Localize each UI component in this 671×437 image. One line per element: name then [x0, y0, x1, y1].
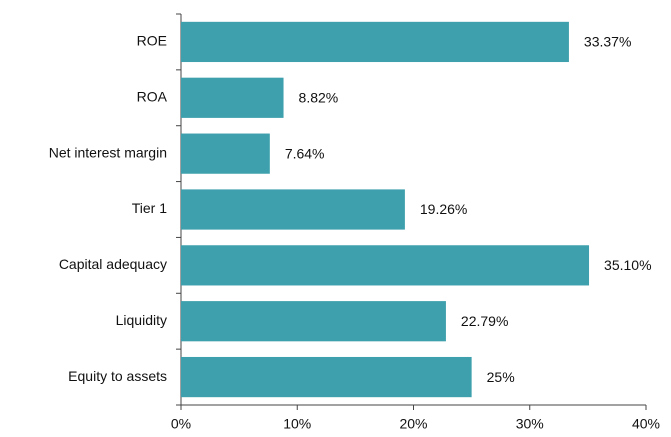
data-label: 7.64% [285, 145, 325, 161]
y-tick-label: Liquidity [116, 312, 167, 328]
bar [181, 21, 569, 63]
y-tick-label: Tier 1 [132, 200, 167, 216]
data-label: 19.26% [420, 201, 467, 217]
data-label: 25% [487, 369, 515, 385]
x-tick-label: 20% [399, 416, 427, 432]
bar [181, 356, 472, 398]
y-tick-label: Capital adequacy [59, 256, 167, 272]
data-label: 33.37% [584, 34, 631, 50]
bar [181, 133, 270, 174]
y-tick-label: ROE [137, 33, 167, 49]
y-tick-label: ROA [137, 88, 168, 104]
x-tick-label: 10% [283, 416, 311, 432]
data-label: 8.82% [299, 89, 339, 105]
x-tick-label: 0% [171, 416, 191, 432]
x-tick-label: 40% [632, 416, 660, 432]
bar [181, 77, 284, 118]
y-tick-label: Net interest margin [49, 144, 167, 160]
data-label: 22.79% [461, 313, 508, 329]
bar [181, 245, 590, 286]
data-label: 35.10% [604, 257, 651, 273]
bar [181, 189, 405, 230]
bar [181, 301, 446, 342]
y-tick-label: Equity to assets [68, 368, 167, 384]
x-tick-label: 30% [516, 416, 544, 432]
